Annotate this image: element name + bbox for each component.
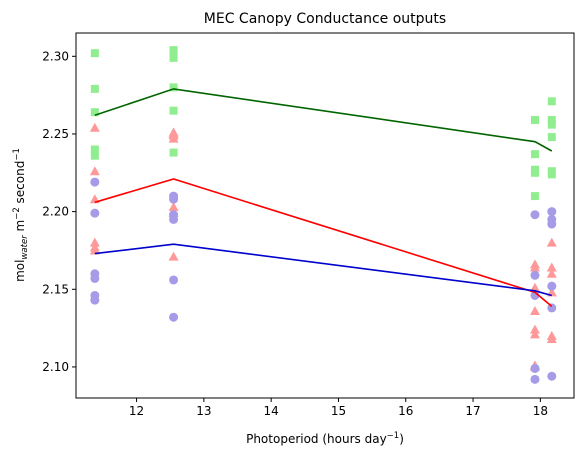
- square-point-0-19: [547, 133, 556, 142]
- x-axis-label-tail: ): [399, 432, 404, 446]
- triangle-point-1-22: [546, 262, 557, 272]
- square-point-0-4: [90, 151, 99, 160]
- triangle-point-1-3: [89, 237, 100, 247]
- triangle-point-1-15: [529, 282, 540, 292]
- square-point-0-1: [90, 84, 99, 93]
- y-tick-label-4: 2.30: [42, 49, 69, 63]
- x-axis: 12 13 14 15 16 17 18: [129, 398, 548, 418]
- square-point-0-12: [530, 150, 539, 159]
- y-axis-label: molwater m−2 second−1: [12, 148, 30, 282]
- circle-point-2-13: [530, 270, 540, 280]
- circle-point-2-20: [547, 281, 557, 291]
- y-tick-label-2: 2.20: [42, 205, 69, 219]
- circle-point-2-9: [169, 214, 179, 224]
- triangle-point-1-23: [546, 268, 557, 278]
- circle-point-2-5: [90, 295, 100, 305]
- circle-point-2-7: [169, 194, 179, 204]
- triangle-point-1-18: [529, 329, 540, 339]
- circle-point-2-11: [169, 312, 179, 322]
- series-line-0: [94, 88, 553, 152]
- circle-point-2-3: [90, 273, 100, 283]
- series-line-2: [94, 243, 553, 297]
- y-axis: 2.10 2.15 2.20 2.25 2.30: [42, 49, 76, 374]
- circle-point-2-1: [90, 208, 100, 218]
- x-axis-label-sup: −1: [387, 431, 400, 441]
- square-point-0-0: [90, 49, 99, 58]
- x-tick-label-2: 14: [264, 404, 279, 418]
- circle-point-2-12: [530, 210, 540, 220]
- chart-title: MEC Canopy Conductance outputs: [204, 11, 446, 27]
- triangle-point-1-1: [89, 166, 100, 176]
- square-point-0-2: [90, 108, 99, 117]
- y-axis-label-sup2: −1: [12, 148, 22, 161]
- markers-layer: [89, 46, 557, 384]
- square-point-0-7: [169, 53, 178, 62]
- plot-frame: [75, 32, 575, 399]
- square-point-0-14: [530, 168, 539, 177]
- triangle-point-1-17: [529, 324, 540, 334]
- square-point-0-10: [169, 148, 178, 157]
- y-axis-label-pre: mol: [13, 260, 27, 282]
- y-axis-label-sup1: −2: [12, 207, 22, 220]
- y-tick-label-1: 2.15: [42, 282, 69, 296]
- x-axis-label-main: Photoperiod (hours day: [246, 432, 387, 446]
- square-point-0-6: [169, 49, 178, 58]
- circle-point-2-21: [547, 303, 557, 313]
- y-axis-label-sub: water: [20, 235, 30, 260]
- triangle-point-1-5: [89, 245, 100, 255]
- square-point-0-8: [169, 83, 178, 92]
- square-point-0-16: [547, 97, 556, 106]
- square-point-0-21: [547, 170, 556, 179]
- circle-point-2-10: [169, 275, 179, 285]
- x-tick-label-3: 15: [331, 404, 346, 418]
- series-lines-layer: [94, 88, 553, 308]
- series-line-1: [94, 178, 553, 308]
- triangle-point-1-12: [168, 251, 179, 261]
- x-tick-label-4: 16: [398, 404, 413, 418]
- x-tick-label-5: 17: [465, 404, 480, 418]
- triangle-point-1-16: [529, 306, 540, 316]
- y-axis-label-mid2: second: [13, 161, 27, 208]
- circle-point-2-22: [547, 371, 557, 381]
- y-axis-label-mid: m: [13, 220, 27, 236]
- triangle-point-1-9: [168, 133, 179, 143]
- circle-point-2-15: [530, 363, 540, 373]
- circle-point-2-17: [547, 207, 557, 217]
- triangle-point-1-10: [168, 201, 179, 211]
- circle-point-2-16: [530, 374, 540, 384]
- x-tick-label-6: 18: [533, 404, 548, 418]
- square-point-0-17: [547, 115, 556, 124]
- triangle-point-1-0: [89, 122, 100, 132]
- triangle-point-1-21: [546, 237, 557, 247]
- x-tick-label-1: 13: [196, 404, 211, 418]
- y-tick-label-0: 2.10: [42, 360, 69, 374]
- x-axis-label: Photoperiod (hours day−1): [246, 431, 404, 446]
- square-point-0-18: [547, 120, 556, 129]
- triangle-point-1-26: [546, 333, 557, 343]
- square-point-0-11: [530, 115, 539, 124]
- square-point-0-15: [530, 192, 539, 201]
- circle-point-2-19: [547, 219, 557, 229]
- triangle-point-1-14: [529, 262, 540, 272]
- x-tick-label-0: 12: [129, 404, 144, 418]
- square-point-0-9: [169, 106, 178, 115]
- y-tick-label-3: 2.25: [42, 127, 69, 141]
- square-point-0-3: [90, 145, 99, 154]
- circle-point-2-0: [90, 177, 100, 187]
